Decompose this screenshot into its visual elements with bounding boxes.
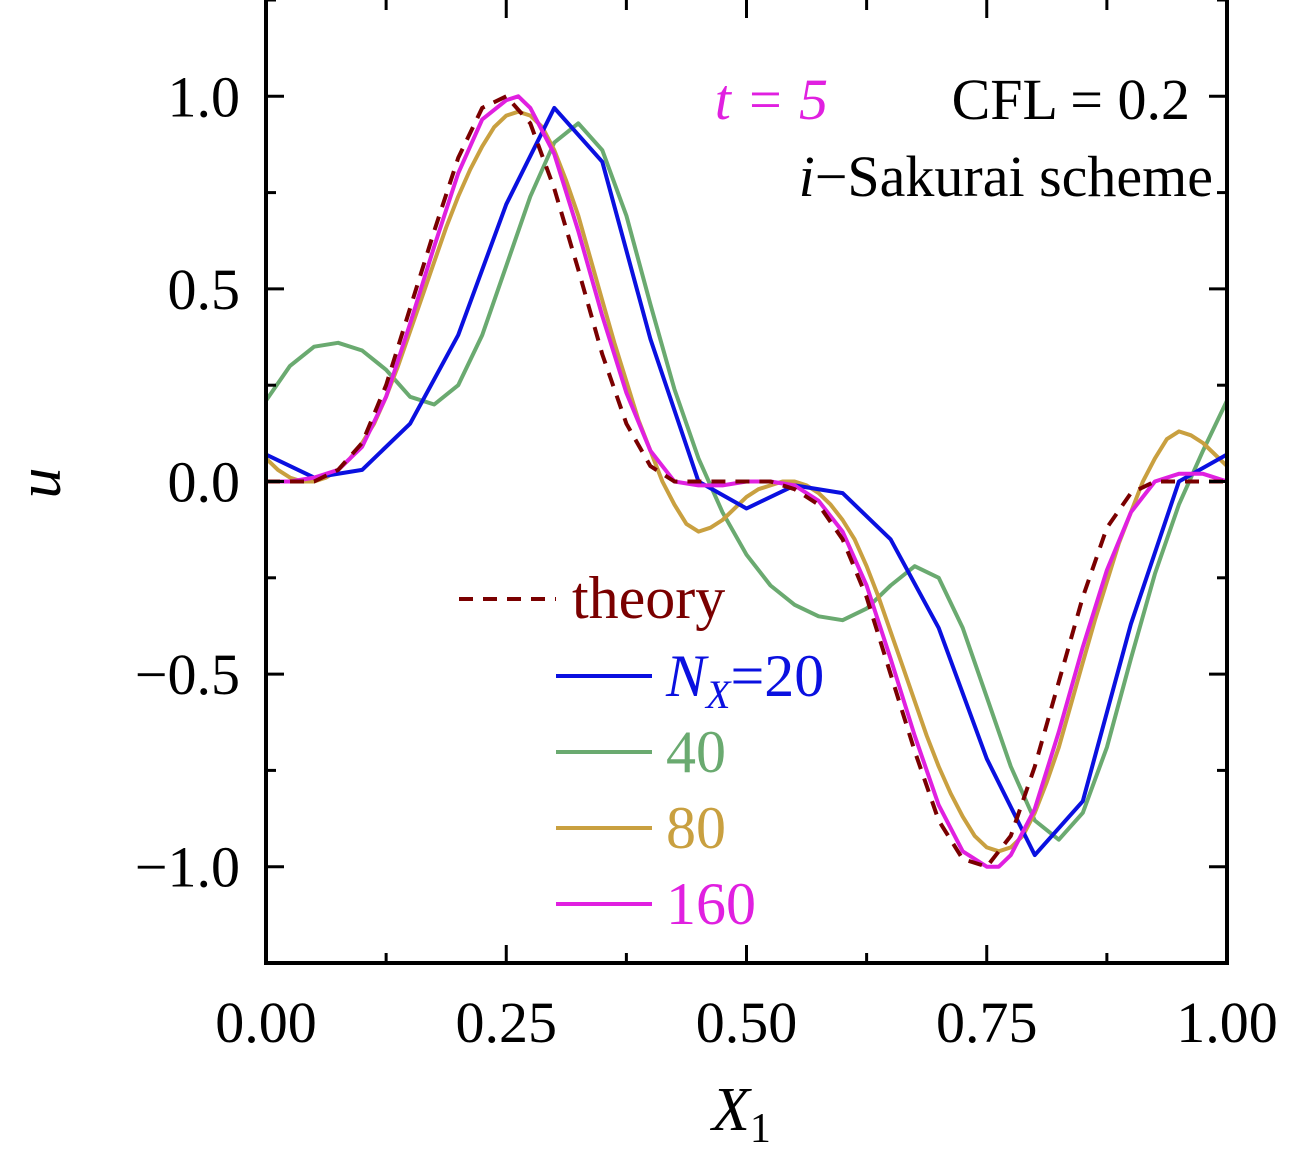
legend-label-theory: theory	[572, 565, 725, 631]
legend-label-20: NX=20	[665, 643, 824, 717]
y-tick-label: −1.0	[135, 835, 240, 900]
x-tick-label: 1.00	[1176, 990, 1278, 1055]
legend-label-160: 160	[666, 871, 756, 937]
y-tick-label: 0.5	[168, 257, 241, 322]
y-tick-label: 0.0	[168, 450, 241, 515]
x-tick-label: 0.75	[936, 990, 1038, 1055]
series-line-80	[266, 109, 1227, 854]
y-tick-label: −0.5	[135, 642, 240, 707]
legend: theory NX=20 40 80 160	[459, 565, 824, 937]
x-tick-label: 0.50	[696, 990, 798, 1055]
y-tick-label: 1.0	[168, 64, 241, 129]
x-tick-label: 0.25	[456, 990, 558, 1055]
scheme-annotation: i−Sakurai scheme	[799, 144, 1213, 209]
legend-label-40: 40	[666, 719, 726, 785]
series-line-20	[266, 105, 1227, 858]
series-line-theory	[266, 94, 1227, 869]
axes-layer: 0.00 0.25 0.50 0.75 1.00 1.0 0.5 0.0 −0.5 −1.0	[135, 0, 1278, 1055]
y-axis-title: u	[6, 468, 74, 499]
series-line-40	[266, 121, 1227, 842]
x-axis-title: X1	[709, 1076, 771, 1152]
x-tick-label: 0.00	[215, 990, 317, 1055]
cfl-annotation: CFL = 0.2	[952, 67, 1190, 132]
series-layer	[266, 94, 1227, 869]
legend-label-80: 80	[666, 795, 726, 861]
time-annotation: t = 5	[715, 67, 828, 132]
